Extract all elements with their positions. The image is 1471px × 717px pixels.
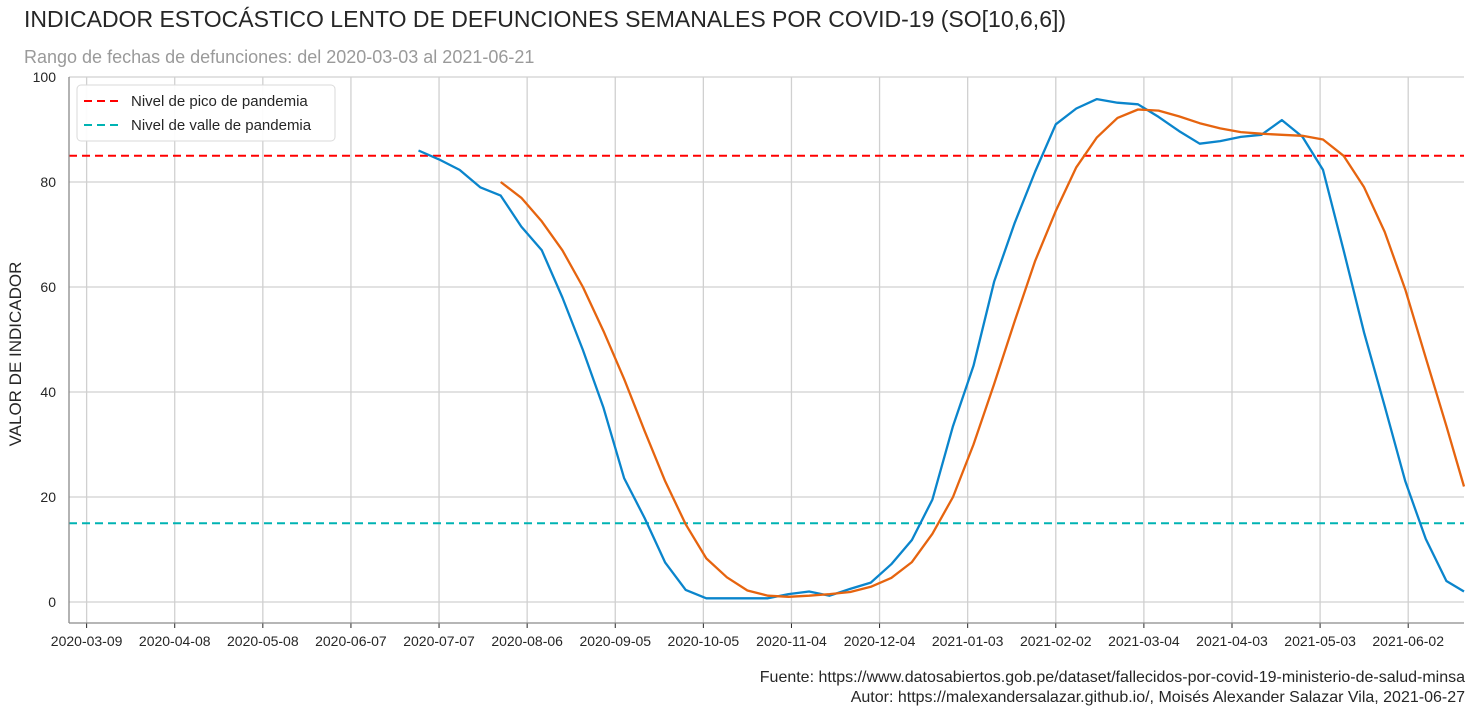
x-tick-label: 2021-06-02 (1372, 633, 1444, 649)
y-tick-label: 60 (40, 279, 56, 295)
x-tick-label: 2020-10-05 (668, 633, 740, 649)
x-tick-label: 2021-05-03 (1284, 633, 1356, 649)
y-tick-label: 100 (33, 69, 57, 85)
y-tick-label: 20 (40, 489, 56, 505)
x-tick-label: 2020-12-04 (844, 633, 916, 649)
x-tick-labels: 2020-03-09 2020-04-08 2020-05-08 2020-06-07… (51, 633, 1444, 649)
y-tick-label: 80 (40, 174, 56, 190)
y-axis-label: VALOR DE INDICADOR (6, 262, 25, 447)
series-lines (418, 97, 1466, 600)
x-tick-label: 2020-09-05 (579, 633, 651, 649)
grid (69, 76, 1464, 623)
x-tick-label: 2021-01-03 (932, 633, 1004, 649)
series-line-blue (418, 97, 1465, 600)
x-tick-label: 2021-03-04 (1108, 633, 1180, 649)
legend-box (76, 84, 336, 142)
reference-lines (69, 154, 1464, 525)
x-tick-label: 2020-05-08 (227, 633, 299, 649)
x-tick-label: 2020-04-08 (139, 633, 211, 649)
x-tick-label: 2021-04-03 (1196, 633, 1268, 649)
source-credit: Fuente: https://www.datosabiertos.gob.pe… (759, 669, 1465, 686)
x-tick-label: 2020-11-04 (756, 633, 827, 649)
x-tick-label: 2020-07-07 (403, 633, 475, 649)
axes (68, 77, 1464, 628)
x-tick-label: 2020-08-06 (491, 633, 563, 649)
series-line-orange (500, 108, 1466, 598)
x-tick-label: 2021-02-02 (1020, 633, 1092, 649)
y-tick-labels: 0 20 40 60 80 100 (33, 69, 57, 610)
chart-title: INDICADOR ESTOCÁSTICO LENTO DE DEFUNCION… (24, 6, 1067, 32)
x-tick-label: 2020-06-07 (315, 633, 387, 649)
y-tick-label: 0 (48, 594, 56, 610)
legend: Nivel de pico de pandemia Nivel de valle … (76, 84, 336, 142)
legend-entry-label: Nivel de valle de pandemia (131, 117, 312, 134)
y-tick-label: 40 (40, 384, 56, 400)
footer: Fuente: https://www.datosabiertos.gob.pe… (760, 668, 1465, 708)
x-tick-label: 2020-03-09 (51, 633, 123, 649)
legend-entry-label: Nivel de pico de pandemia (131, 93, 308, 110)
author-credit: Autor: https://malexandersalazar.github.… (850, 689, 1465, 706)
chart-subtitle: Rango de fechas de defunciones: del 2020… (24, 47, 535, 67)
